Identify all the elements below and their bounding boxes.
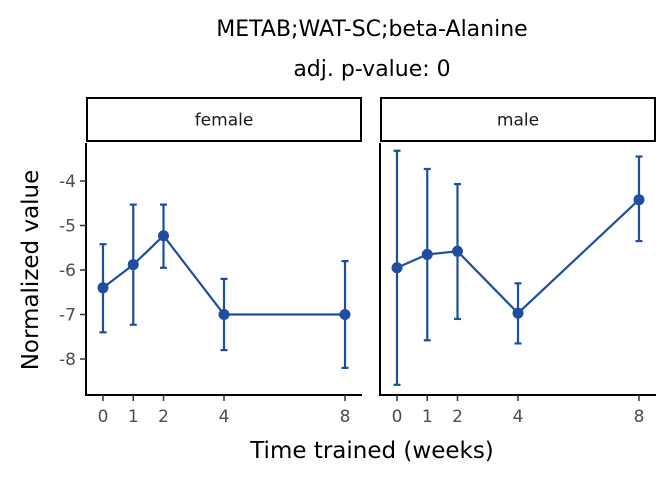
y-tick-label: -8 [59, 350, 76, 370]
x-tick-label: 2 [452, 407, 463, 427]
panel-male: male 0 1 2 4 8 [379, 97, 656, 427]
x-tick-label: 4 [513, 407, 524, 427]
data-point [127, 259, 139, 271]
data-point [391, 262, 403, 274]
data-point [421, 248, 433, 260]
x-tick-label: 1 [422, 407, 433, 427]
data-point [339, 309, 351, 320]
x-tick-label: 8 [634, 407, 645, 427]
x-tick-label: 0 [392, 407, 403, 427]
y-tick-label: -4 [59, 172, 76, 192]
data-point [158, 230, 169, 242]
data-point [512, 307, 524, 319]
x-tick-label: 8 [340, 407, 351, 427]
strip-box-female [86, 97, 362, 142]
data-point [633, 194, 645, 206]
data-point [452, 245, 463, 257]
strip-label-male: male [497, 111, 539, 131]
y-tick-label: -5 [59, 217, 76, 237]
chart-title: METAB;WAT-SC;beta-Alanine [216, 17, 527, 42]
y-tick-label: -6 [59, 261, 76, 281]
y-tick-label: -7 [59, 306, 76, 326]
strip-label-female: female [195, 111, 254, 131]
chart-subtitle: adj. p-value: 0 [293, 57, 450, 82]
x-tick-label: 2 [158, 407, 169, 427]
x-tick-label: 0 [98, 407, 109, 427]
x-tick-label: 4 [219, 407, 230, 427]
data-point [218, 309, 230, 320]
x-axis-title: Time trained (weeks) [249, 438, 494, 464]
data-point [97, 282, 109, 294]
panel-female: female -4 -5 -6 -7 -8 0 1 2 4 8 [59, 97, 362, 427]
strip-box-male [380, 97, 656, 142]
x-tick-label: 1 [128, 407, 139, 427]
y-axis-title: Normalized value [18, 170, 44, 371]
